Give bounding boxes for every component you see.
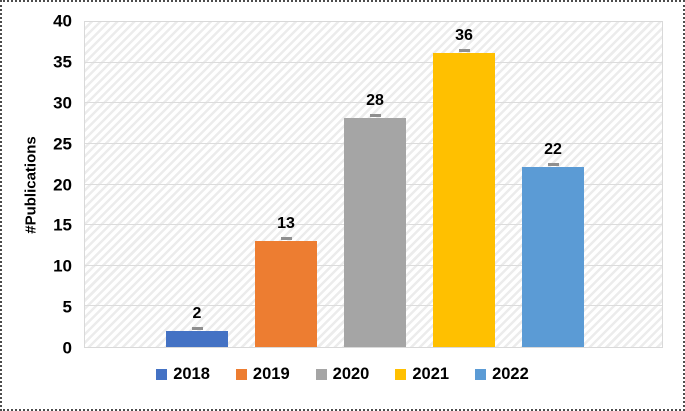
legend: 2018 2019 2020 2021 2022 [0,366,685,383]
gridline [85,102,662,104]
y-axis-tick-label: 20 [53,175,72,194]
bar-data-label: 13 [277,214,295,232]
legend-swatch-icon [315,368,327,380]
error-bar-cap [369,114,381,118]
bar-data-label: 36 [455,26,473,44]
legend-label: 2021 [412,365,450,383]
y-axis-tick-label: 10 [53,256,72,276]
legend-label: 2022 [492,365,529,383]
legend-swatch-icon [475,368,487,380]
error-bar-cap [280,236,292,240]
bar-2018 [166,330,228,347]
y-axis-tick-label: 30 [53,93,72,113]
bar-2019 [255,240,317,347]
gridline [85,61,662,63]
legend-label: 2019 [252,365,290,383]
bar-data-label: 28 [366,92,384,110]
legend-item-2020: 2020 [315,365,370,383]
y-axis-tick-label: 0 [62,338,72,358]
bar-data-label: 22 [544,141,562,159]
y-axis-tick-label: 40 [53,11,72,31]
legend-item-2018: 2018 [156,366,210,383]
error-bar-cap [458,48,470,52]
bar-data-label: 2 [192,304,202,322]
legend-item-2022: 2022 [475,366,529,383]
y-axis-tick-label: 5 [62,297,72,317]
y-axis-tick-label: 25 [53,134,72,154]
y-axis-tick-labels: 0 5 10 15 20 25 30 35 40 [0,13,74,357]
y-axis-tick-label: 15 [53,215,72,235]
legend-item-2021: 2021 [395,366,449,383]
legend-label: 2018 [173,365,210,383]
plot-area: 2 13 28 36 22 [84,21,663,348]
legend-swatch-icon [235,368,247,380]
bar-2021 [433,52,495,347]
legend-label: 2020 [332,365,370,383]
error-bar-cap [191,326,203,330]
legend-item-2019: 2019 [235,365,290,383]
legend-swatch-icon [156,368,168,380]
error-bar-cap [547,163,559,167]
y-axis-tick-label: 35 [53,52,72,72]
bar-2020 [344,118,406,347]
legend-swatch-icon [395,368,407,380]
bar-2022 [522,167,584,347]
